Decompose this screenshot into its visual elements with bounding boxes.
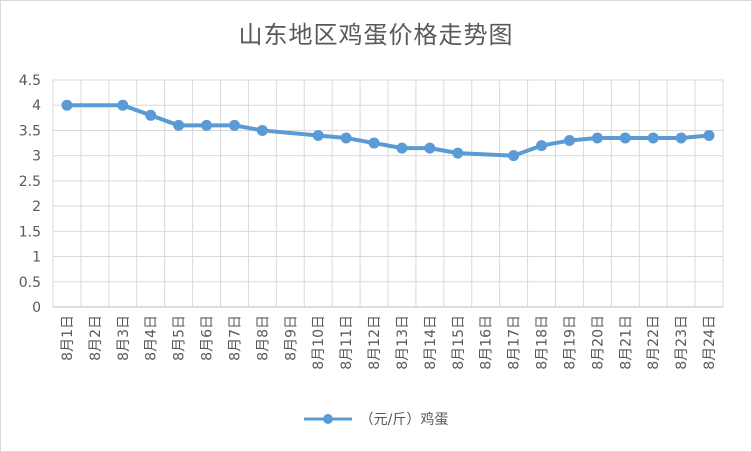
- data-point: [368, 137, 380, 149]
- data-point: [591, 132, 603, 144]
- data-point: [228, 119, 240, 131]
- x-tick-label: 8月6日: [200, 315, 216, 361]
- x-tick-label: 8月24日: [702, 315, 718, 370]
- x-tick-label: 8月9日: [283, 315, 299, 361]
- x-tick-label: 8月15日: [451, 315, 467, 370]
- y-tick-label: 0: [32, 300, 41, 316]
- data-point: [256, 124, 268, 136]
- data-point: [452, 147, 464, 159]
- x-tick-label: 8月10日: [311, 315, 327, 370]
- y-tick-label: 4: [32, 98, 41, 114]
- x-tick-label: 8月3日: [116, 315, 132, 361]
- x-tick-label: 8月5日: [172, 315, 188, 361]
- x-tick-label: 8月11日: [339, 315, 355, 370]
- y-tick-label: 4.5: [19, 73, 41, 89]
- data-point: [647, 132, 659, 144]
- chart-title: 山东地区鸡蛋价格走势图: [238, 21, 514, 49]
- x-tick-label: 8月12日: [367, 315, 383, 370]
- x-tick-label: 8月2日: [88, 315, 104, 361]
- data-point: [536, 140, 548, 152]
- data-point: [563, 135, 575, 147]
- y-tick-label: 3.5: [19, 123, 41, 139]
- y-tick-label: 0.5: [19, 275, 41, 291]
- data-point: [117, 99, 129, 111]
- data-point: [340, 132, 352, 144]
- y-tick-label: 1: [32, 250, 41, 266]
- data-point: [424, 142, 436, 154]
- x-tick-label: 8月8日: [255, 315, 271, 361]
- x-tick-label: 8月22日: [646, 315, 662, 370]
- x-tick-label: 8月17日: [507, 315, 523, 370]
- data-point: [508, 150, 520, 162]
- x-tick-label: 8月18日: [535, 315, 551, 370]
- data-point: [61, 99, 73, 111]
- data-point: [312, 129, 324, 141]
- x-tick-label: 8月21日: [618, 315, 634, 370]
- x-tick-label: 8月20日: [590, 315, 606, 370]
- x-tick-label: 8月4日: [144, 315, 160, 361]
- legend: （元/斤）鸡蛋: [1, 409, 751, 429]
- legend-series-marker: [303, 414, 352, 424]
- x-tick-label: 8月16日: [479, 315, 495, 370]
- data-point: [703, 129, 715, 141]
- y-tick-label: 2: [32, 199, 41, 215]
- x-tick-label: 8月13日: [395, 315, 411, 370]
- x-tick-label: 8月23日: [674, 315, 690, 370]
- data-point: [396, 142, 408, 154]
- y-tick-label: 3: [32, 149, 41, 165]
- data-point: [173, 119, 185, 131]
- data-point: [201, 119, 213, 131]
- data-point: [675, 132, 687, 144]
- x-tick-label: 8月14日: [423, 315, 439, 370]
- x-tick-label: 8月19日: [562, 315, 578, 370]
- y-tick-label: 1.5: [19, 224, 41, 240]
- y-tick-label: 2.5: [19, 174, 41, 190]
- data-point: [619, 132, 631, 144]
- x-tick-label: 8月1日: [60, 315, 76, 361]
- x-tick-label: 8月7日: [227, 315, 243, 361]
- legend-series-label: （元/斤）鸡蛋: [359, 412, 449, 428]
- data-point: [145, 109, 157, 121]
